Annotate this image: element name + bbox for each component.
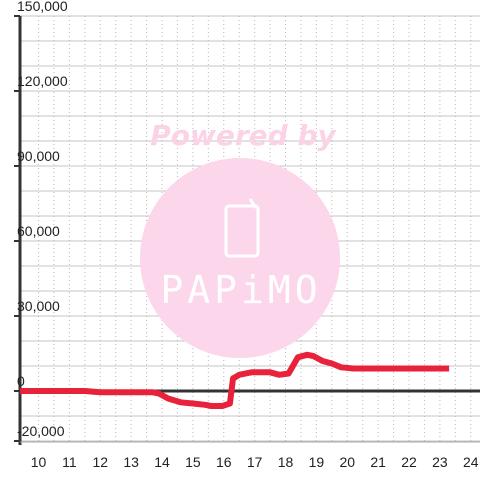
- watermark-brand: PAPiMO: [160, 268, 321, 312]
- x-tick-label: 20: [339, 454, 355, 470]
- watermark: Powered by PAPiMO: [140, 119, 340, 358]
- tick-labels: -20,000 0 30,000 60,000 90,000 120,000 150,000…: [17, 0, 479, 470]
- x-tick-label: 21: [370, 454, 386, 470]
- x-tick-label: 17: [247, 454, 263, 470]
- watermark-circle: [140, 158, 340, 358]
- y-tick-label: 0: [17, 373, 25, 389]
- series: [20, 351, 450, 409]
- x-tick-label: 18: [278, 454, 294, 470]
- y-tick-label: 90,000: [17, 148, 60, 164]
- series-line: [20, 351, 450, 409]
- x-tick-label: 11: [62, 454, 77, 470]
- y-tick-label: 120,000: [17, 73, 68, 89]
- x-tick-label: 22: [401, 454, 417, 470]
- y-tick-label: 60,000: [17, 223, 60, 239]
- y-tick-label: -20,000: [17, 423, 65, 439]
- phone-icon: [224, 198, 260, 258]
- x-tick-label: 23: [432, 454, 448, 470]
- x-tick-label: 12: [92, 454, 108, 470]
- x-tick-label: 15: [185, 454, 201, 470]
- y-tick-label: 150,000: [17, 0, 68, 14]
- watermark-powered-by: Powered by: [150, 119, 337, 152]
- x-tick-label: 14: [154, 454, 170, 470]
- y-tick-label: 30,000: [17, 298, 60, 314]
- x-tick-label: 10: [31, 454, 47, 470]
- x-tick-label: 13: [123, 454, 139, 470]
- x-tick-label: 19: [309, 454, 325, 470]
- x-tick-label: 24: [463, 454, 479, 470]
- x-tick-label: 16: [216, 454, 232, 470]
